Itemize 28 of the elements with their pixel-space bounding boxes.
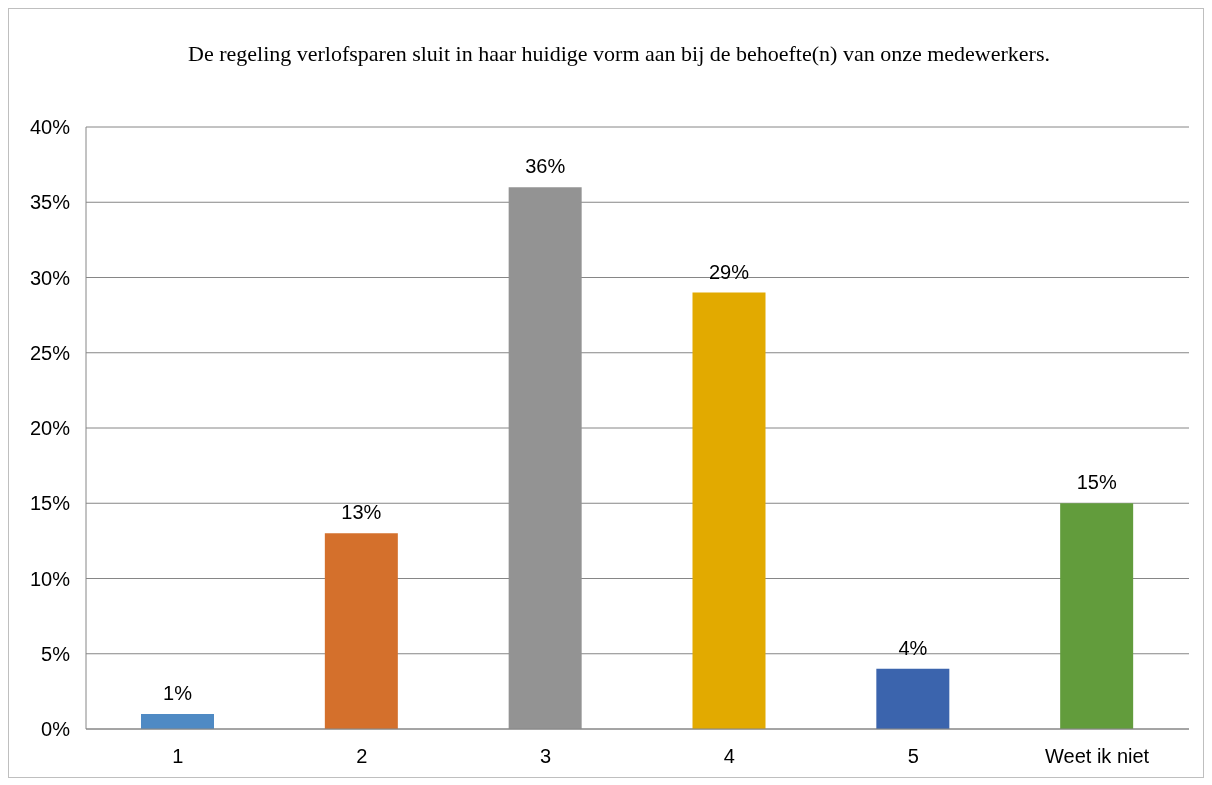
data-label: 4% — [898, 636, 928, 659]
data-label: 13% — [341, 501, 382, 524]
y-tick-label: 15% — [29, 492, 71, 515]
data-label: 15% — [1076, 471, 1117, 494]
x-tick-label: 2 — [356, 745, 368, 768]
chart-title: De regeling verlofsparen sluit in haar huidige vorm aan bij de behoefte(n) van onze medewerkers. — [187, 40, 1051, 68]
data-label: 36% — [525, 155, 566, 178]
data-label: 29% — [708, 260, 750, 283]
y-tick-label: 40% — [29, 116, 71, 139]
y-tick-label: 30% — [29, 266, 71, 289]
y-tick-label: 35% — [29, 191, 71, 214]
x-tick-label: 4 — [723, 745, 735, 768]
y-tick-label: 10% — [29, 567, 71, 590]
bar — [1060, 503, 1134, 729]
x-tick-label: Weet ik niet — [1045, 745, 1150, 768]
bar — [141, 713, 214, 729]
bar — [692, 292, 766, 729]
x-tick-label: 5 — [907, 745, 919, 768]
y-tick-label: 20% — [29, 417, 71, 440]
y-tick-label: 5% — [41, 642, 71, 665]
x-tick-label: 1 — [172, 745, 184, 768]
y-tick-label: 0% — [41, 718, 71, 741]
x-tick-label: 3 — [540, 745, 552, 768]
bar — [876, 668, 950, 729]
bar — [508, 187, 582, 729]
y-tick-label: 25% — [29, 341, 71, 364]
bar — [324, 533, 398, 729]
data-label: 1% — [163, 681, 193, 704]
